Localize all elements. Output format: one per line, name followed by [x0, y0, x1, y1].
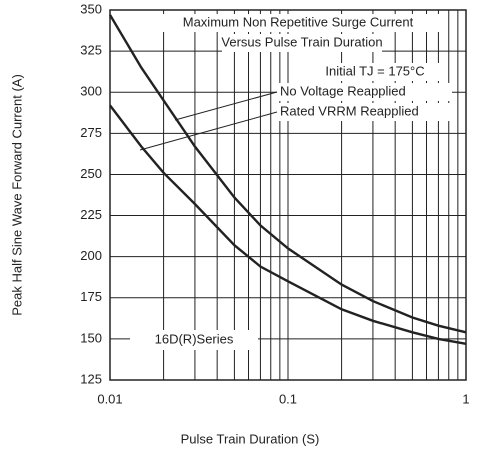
chart-subtitle: Versus Pulse Train Duration — [221, 34, 382, 49]
x-tick-label: 0.01 — [97, 391, 122, 406]
series-label: No Voltage Reapplied — [280, 83, 406, 98]
y-tick-label: 350 — [80, 1, 102, 16]
label-bg — [222, 34, 382, 52]
y-tick-label: 250 — [80, 166, 102, 181]
series-label: Rated VRRM Reapplied — [280, 103, 419, 118]
x-tick-label: 1 — [462, 391, 469, 406]
curve — [108, 14, 467, 334]
y-tick-label: 125 — [80, 371, 102, 386]
curves — [108, 14, 467, 345]
y-tick-label: 275 — [80, 125, 102, 140]
chart-title: Maximum Non Repetitive Surge Current — [183, 14, 414, 29]
y-axis-label: Peak Half Sine Wave Forward Current (A) — [9, 74, 24, 316]
y-tick-label: 175 — [80, 289, 102, 304]
leader-line — [174, 91, 278, 121]
y-tick-label: 300 — [80, 84, 102, 99]
x-axis-label: Pulse Train Duration (S) — [181, 431, 320, 446]
label-bg — [130, 330, 258, 350]
leader-line — [139, 111, 278, 151]
label-bg — [277, 83, 452, 101]
y-tick-label: 325 — [80, 43, 102, 58]
annotations: Maximum Non Repetitive Surge Current Ver… — [9, 14, 457, 446]
curve — [109, 104, 467, 345]
y-tick-label: 225 — [80, 207, 102, 222]
condition: Initial TJ = 175°C — [325, 63, 424, 78]
y-tick-label: 150 — [80, 330, 102, 345]
x-tick-label: 0.1 — [279, 391, 297, 406]
series-annotation: 16D(R)Series — [155, 331, 234, 346]
label-bg — [277, 103, 457, 121]
y-tick-label: 200 — [80, 248, 102, 263]
label-bg — [305, 63, 445, 81]
label-bg — [153, 14, 443, 32]
